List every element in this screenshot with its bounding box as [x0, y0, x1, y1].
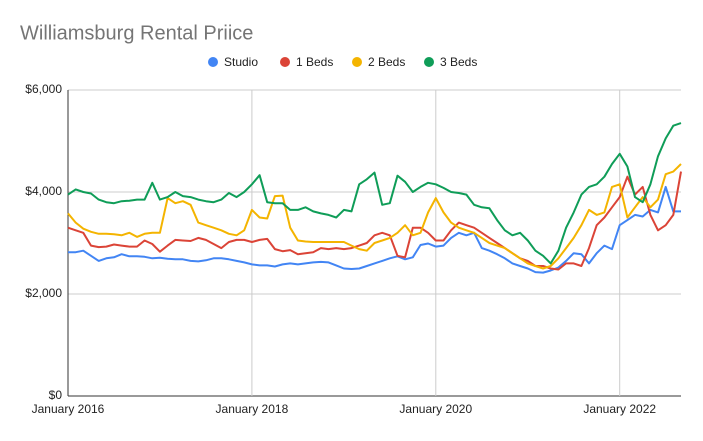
legend-swatch	[424, 57, 434, 67]
legend-label: 1 Beds	[296, 55, 333, 69]
legend-swatch	[280, 57, 290, 67]
y-tick-label: $2,000	[25, 286, 62, 300]
legend-label: 2 Beds	[368, 55, 405, 69]
series-line	[68, 185, 681, 274]
legend-swatch	[208, 57, 218, 67]
y-tick-label: $6,000	[25, 82, 62, 96]
x-tick-label: January 2020	[399, 402, 472, 416]
series-line	[67, 163, 682, 270]
x-tick-label: January 2022	[583, 402, 656, 416]
series-line	[67, 122, 682, 265]
chart-title: Williamsburg Rental Priice	[20, 22, 253, 44]
x-tick-label: January 2016	[32, 402, 105, 416]
y-tick-label: $4,000	[25, 184, 62, 198]
legend-label: Studio	[224, 55, 258, 69]
x-tick-label: January 2018	[216, 402, 289, 416]
legend-label: 3 Beds	[440, 55, 477, 69]
y-tick-label: $0	[49, 388, 63, 402]
legend-swatch	[352, 57, 362, 67]
series-line	[67, 171, 682, 271]
